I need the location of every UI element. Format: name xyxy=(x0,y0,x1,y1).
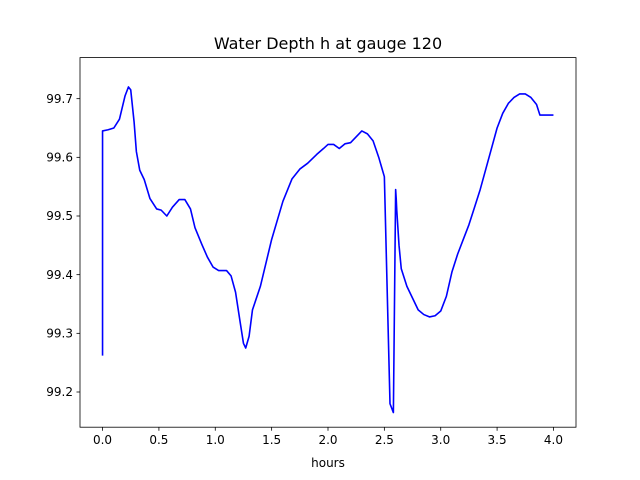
x-tick-label: 2.0 xyxy=(318,433,337,447)
x-tick-label: 3.0 xyxy=(431,433,450,447)
series-line-0 xyxy=(101,86,554,414)
plot-area xyxy=(101,86,554,414)
x-axis: 0.0 0.5 1.0 1.5 2.0 2.5 3.0 3.5 4.0 xyxy=(93,427,563,447)
x-tick-label: 3.5 xyxy=(488,433,507,447)
x-tick-label: 2.5 xyxy=(375,433,394,447)
x-tick-label: 0.5 xyxy=(149,433,168,447)
x-axis-label: hours xyxy=(311,456,345,470)
y-tick-label: 99.4 xyxy=(46,268,73,282)
x-tick-label: 4.0 xyxy=(544,433,563,447)
y-tick-label: 99.7 xyxy=(46,92,73,106)
y-tick-label: 99.5 xyxy=(46,209,73,223)
y-axis: 99.2 99.3 99.4 99.5 99.6 99.7 xyxy=(46,92,80,399)
y-tick-label: 99.2 xyxy=(46,385,73,399)
x-tick-label: 0.0 xyxy=(93,433,112,447)
x-tick-label: 1.5 xyxy=(262,433,281,447)
y-tick-label: 99.6 xyxy=(46,151,73,165)
chart-title: Water Depth h at gauge 120 xyxy=(214,34,442,53)
y-tick-label: 99.3 xyxy=(46,327,73,341)
x-tick-label: 1.0 xyxy=(206,433,225,447)
plot-frame xyxy=(79,57,577,428)
